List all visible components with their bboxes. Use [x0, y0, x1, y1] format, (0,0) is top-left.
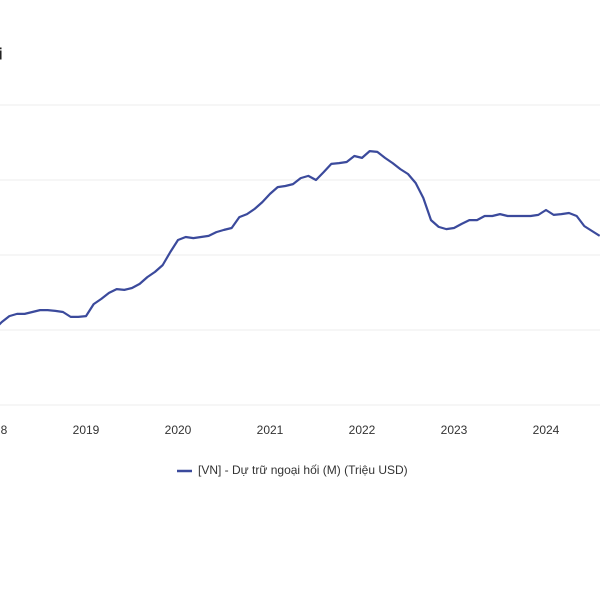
- x-tick-label: 2021: [257, 423, 284, 437]
- legend-item[interactable]: [VN] - Dự trữ ngoại hối (M) (Triệu USD): [177, 463, 408, 477]
- x-tick-label: 2023: [441, 423, 468, 437]
- x-tick-label: 2024: [533, 423, 560, 437]
- x-tick-label: 2020: [165, 423, 192, 437]
- legend-label: [VN] - Dự trữ ngoại hối (M) (Triệu USD): [198, 463, 408, 477]
- grid: [0, 104, 600, 406]
- x-tick-label: 2022: [349, 423, 376, 437]
- x-tick-label: 8: [1, 423, 8, 437]
- plot: 8 2019 2020 2021 2022 2023 2024: [0, 150, 600, 437]
- series-line: [0, 150, 600, 326]
- chart-title: i: [0, 44, 3, 63]
- x-tick-label: 2019: [73, 423, 100, 437]
- legend[interactable]: [VN] - Dự trữ ngoại hối (M) (Triệu USD): [177, 463, 408, 477]
